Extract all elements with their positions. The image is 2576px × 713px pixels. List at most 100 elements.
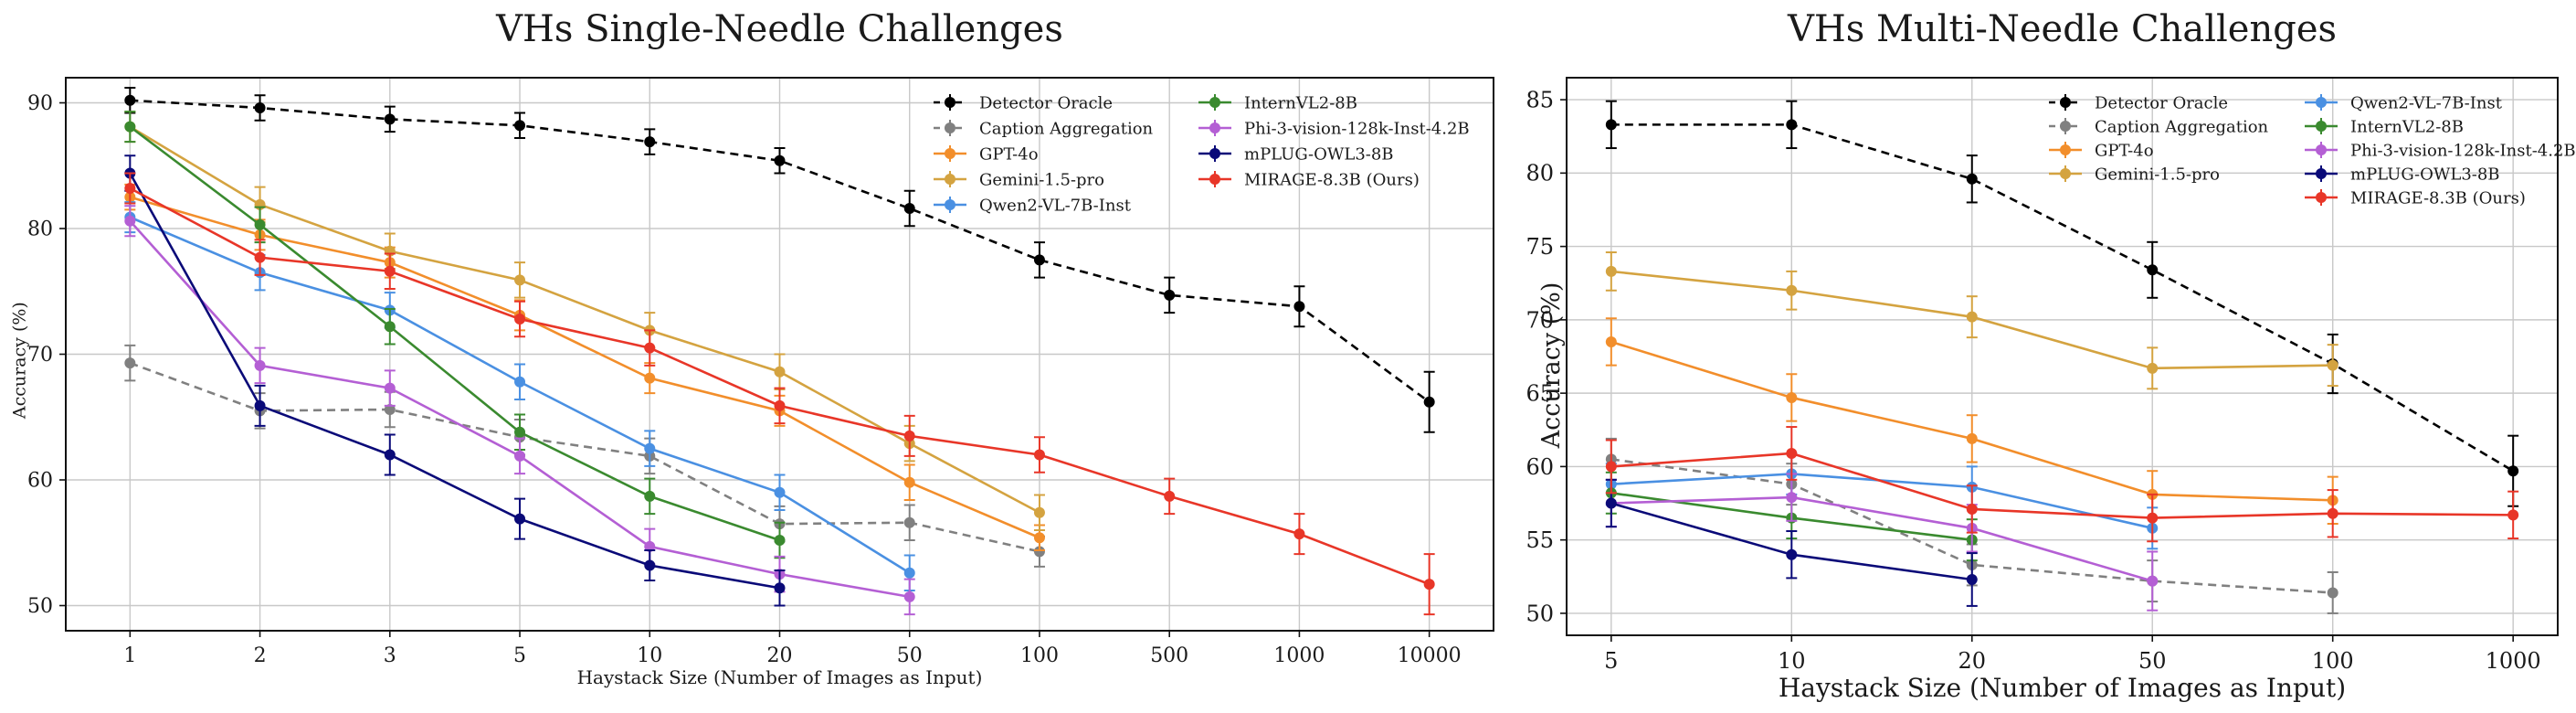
data-point [1605, 265, 1617, 277]
legend-label: Qwen2-VL-7B-Inst [979, 196, 1132, 215]
x-tick-label: 50 [897, 644, 923, 667]
legend-swatch-marker [1209, 97, 1220, 108]
data-point [2327, 587, 2338, 599]
data-point [644, 136, 656, 148]
data-point [384, 449, 396, 461]
data-point [644, 540, 656, 552]
legend-swatch-marker [2316, 168, 2327, 179]
x-tick-label: 20 [1958, 648, 1986, 674]
series-line [1610, 123, 2514, 473]
series-internvl2-8b [124, 111, 786, 559]
data-point [514, 513, 526, 525]
data-point [774, 486, 786, 498]
y-tick-label: 80 [1526, 161, 1554, 186]
data-point [1033, 449, 1045, 461]
data-point [2147, 575, 2159, 587]
data-point [1293, 301, 1305, 313]
data-point [903, 516, 915, 528]
data-point [384, 113, 396, 125]
legend-item: Detector Oracle [2049, 93, 2228, 112]
legend-item: Phi-3-vision-128k-Inst-4.2B [2305, 141, 2576, 160]
x-tick-label: 1000 [1273, 644, 1325, 667]
data-point [124, 215, 136, 227]
data-point [903, 591, 915, 602]
data-point [124, 183, 136, 194]
y-tick-label: 50 [27, 595, 53, 618]
y-axis-label: Accuracy (%) [10, 302, 30, 420]
legend-swatch-marker [2316, 192, 2327, 203]
legend-label: Phi-3-vision-128k-Inst-4.2B [1244, 119, 1470, 138]
series-mirage-8-3b-ours- [1605, 426, 2519, 543]
data-point [1164, 490, 1176, 502]
y-tick-label: 60 [1526, 454, 1554, 480]
data-point [1786, 548, 1798, 560]
legend: Detector Oracle Caption Aggregation GPT-4o… [934, 93, 1470, 215]
data-point [254, 359, 266, 371]
y-tick-label: 75 [1526, 234, 1554, 260]
series-line [129, 196, 1040, 539]
data-point [384, 404, 396, 415]
data-point [124, 94, 136, 106]
data-point [1786, 119, 1798, 131]
legend-swatch-marker [1209, 148, 1220, 159]
data-point [1293, 528, 1305, 540]
data-point [254, 218, 266, 230]
data-point [514, 120, 526, 132]
legend-swatch-marker [945, 174, 955, 185]
series-mplug-owl3-8b [1605, 478, 1978, 607]
x-axis-label: Haystack Size (Number of Images as Input… [577, 666, 983, 688]
data-point [1786, 492, 1798, 504]
data-point [1033, 532, 1045, 544]
legend-item: GPT-4o [934, 144, 1039, 164]
legend-label: Gemini-1.5-pro [2095, 165, 2220, 184]
x-tick-label: 100 [1020, 644, 1059, 667]
data-point [384, 321, 396, 333]
x-tick-label: 5 [1604, 648, 1618, 674]
legend: Detector Oracle Caption Aggregation GPT-4o… [2049, 93, 2576, 208]
x-tick-label: 3 [384, 644, 396, 667]
series-detector-oracle [124, 87, 1435, 433]
series-line [129, 125, 780, 542]
data-point [1966, 173, 1978, 185]
data-point [1164, 289, 1176, 301]
data-point [774, 535, 786, 546]
legend-item: mPLUG-OWL3-8B [2305, 165, 2500, 184]
data-point [1605, 461, 1617, 473]
legend-label: Caption Aggregation [2095, 117, 2269, 136]
legend-item: MIRAGE-8.3B (Ours) [1198, 170, 1420, 189]
data-point [1605, 335, 1617, 347]
data-point [514, 274, 526, 286]
data-point [903, 567, 915, 579]
axes-frame [1566, 77, 2559, 636]
legend-label: GPT-4o [2095, 141, 2154, 160]
legend-item: Phi-3-vision-128k-Inst-4.2B [1198, 119, 1470, 138]
y-tick-label: 70 [27, 344, 53, 367]
x-tick-label: 50 [2138, 648, 2167, 674]
y-tick-label: 70 [1526, 307, 1554, 333]
legend-swatch-marker [945, 199, 955, 210]
data-point [254, 251, 266, 263]
data-point [774, 399, 786, 411]
data-point [903, 203, 915, 214]
data-point [774, 582, 786, 594]
data-point [2147, 512, 2159, 524]
data-point [1966, 432, 1978, 444]
x-tick-label: 10 [637, 644, 662, 667]
x-tick-label: 500 [1150, 644, 1188, 667]
y-tick-label: 60 [27, 470, 53, 493]
data-point [1966, 503, 1978, 515]
data-point [514, 426, 526, 438]
legend-label: Caption Aggregation [979, 119, 1154, 138]
series-line [129, 172, 780, 590]
y-tick-label: 80 [27, 218, 53, 241]
x-tick-label: 100 [2312, 648, 2354, 674]
x-tick-label: 2 [254, 644, 267, 667]
data-point [1786, 447, 1798, 459]
y-tick-label: 90 [27, 92, 53, 115]
chart-title: VHs Single-Needle Challenges [495, 8, 1063, 50]
plot-area [1567, 78, 2558, 635]
legend-item: Qwen2-VL-7B-Inst [934, 196, 1132, 215]
data-point [2507, 509, 2519, 521]
series-gemini-1-5-pro [1605, 251, 2338, 390]
data-point [644, 442, 656, 454]
